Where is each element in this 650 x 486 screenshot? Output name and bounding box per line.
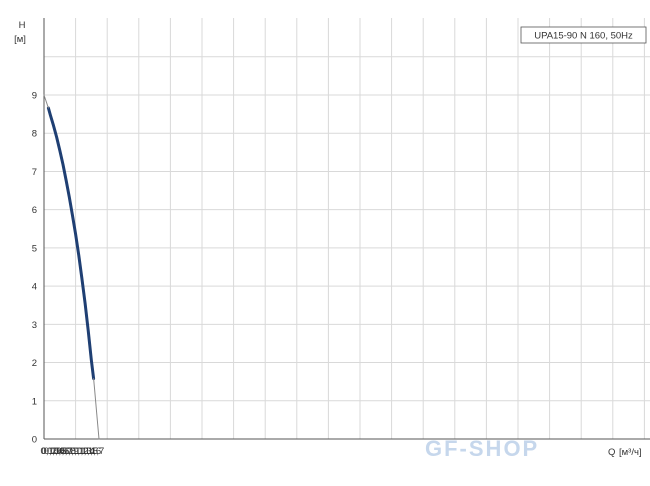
x-tick-label: 0,2 xyxy=(44,446,57,457)
x-tick-label: 0,1 xyxy=(41,446,54,457)
legend-box xyxy=(520,26,647,44)
x-tick-label: 0,8 xyxy=(63,446,76,457)
plot-frame xyxy=(43,18,650,440)
x-tick-label: 1,7 xyxy=(91,446,104,457)
x-tick-label: 1,2 xyxy=(75,446,88,457)
y-tick-label: 2 xyxy=(32,358,37,369)
series-line-extension xyxy=(43,94,49,109)
x-axis-label: Q xyxy=(608,447,615,458)
grid xyxy=(44,18,650,439)
x-tick-label: 0,9 xyxy=(66,446,79,457)
x-tick-label: 1,0 xyxy=(69,446,82,457)
x-tick-label: 1,4 xyxy=(82,446,95,457)
y-tick-label: 3 xyxy=(32,320,37,331)
watermark: GF-SHOP xyxy=(425,436,539,461)
y-axis-label: H xyxy=(19,20,26,31)
y-tick-label: 7 xyxy=(32,167,37,178)
y-tick-label: 1 xyxy=(32,396,37,407)
series-line-pump-curve xyxy=(46,106,96,381)
x-tick-label: 0,6 xyxy=(56,446,69,457)
y-tick-labels: 0 1 2 3 4 5 6 7 8 9 xyxy=(32,91,37,446)
x-axis-unit: [м³/ч] xyxy=(619,447,642,458)
legend-label: UPA15-90 N 160, 50Hz xyxy=(534,31,633,42)
x-tick-label: 1,1 xyxy=(72,446,85,457)
y-tick-label: 6 xyxy=(32,205,37,216)
y-tick-label: 9 xyxy=(32,91,37,102)
y-axis-unit: [м] xyxy=(14,34,26,45)
x-tick-label: 1,6 xyxy=(88,446,101,457)
y-tick-label: 8 xyxy=(32,129,37,140)
x-tick-label: 0,3 xyxy=(47,446,60,457)
x-tick-label: 0,5 xyxy=(53,446,66,457)
legend: UPA15-90 N 160, 50Hz xyxy=(520,26,647,44)
series-group xyxy=(43,94,100,440)
x-tick-label: 0,7 xyxy=(60,446,73,457)
series-line-extension xyxy=(93,378,100,440)
y-tick-label: 5 xyxy=(32,243,37,254)
x-tick-label: 0 xyxy=(41,446,46,457)
y-tick-label: 4 xyxy=(32,282,37,293)
x-tick-label: 1,5 xyxy=(85,446,98,457)
x-tick-label: 0,4 xyxy=(50,446,63,457)
x-tick-labels: 00,10,20,30,40,50,60,70,80,91,01,11,21,3… xyxy=(41,446,105,457)
x-tick-label: 1,3 xyxy=(78,446,91,457)
y-tick-label: 0 xyxy=(32,435,37,446)
